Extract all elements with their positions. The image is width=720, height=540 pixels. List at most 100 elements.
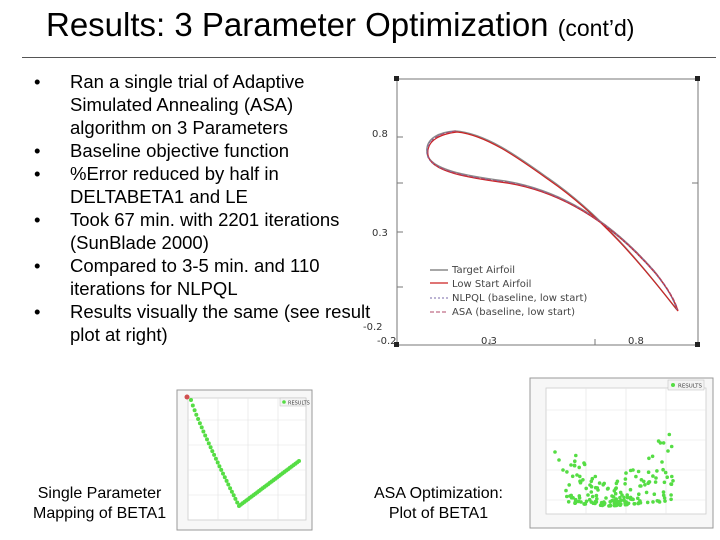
asa-point [661,467,665,472]
asa-point [566,500,571,504]
asa-point [564,488,568,493]
airfoil-legend-entry: ASA (baseline, low start) [452,307,575,318]
mapping-point [197,421,202,426]
asa-point [656,439,661,443]
airfoil-x-tick: 0.3 [481,336,497,347]
airfoil-x-tick: -0.2 [377,336,397,347]
mapping-point [226,482,231,487]
asa-point [669,482,673,486]
asa-point [579,500,583,504]
asa-point [647,456,651,461]
asa-point [651,500,655,504]
asa-point [612,499,616,503]
mapping-point [205,437,209,442]
asa-point [671,479,675,483]
asa-point [613,498,617,503]
asa-point [620,493,624,497]
asa-point [572,463,577,468]
asa-point [637,492,641,497]
asa-point [613,500,618,504]
asa-point [578,479,582,484]
asa-point [599,503,604,507]
asa-point [623,482,627,486]
asa-point [602,500,606,504]
left-caption-line: Mapping of BETA1 [33,505,167,522]
mapping-point [269,479,274,484]
asa-point [606,486,610,491]
asa-point [605,487,610,491]
asa-point [618,490,623,495]
asa-point [613,487,618,491]
mapping-point [266,482,271,487]
mapping-point [286,467,291,472]
asa-point [651,474,655,478]
airfoil-curve-nlpql [426,130,678,311]
asa-point [625,495,630,500]
bullet-item: Baseline objective function [34,139,374,162]
asa-point [652,492,657,497]
bullet-list: Ran a single trial of Adaptive Simulated… [34,70,374,346]
asa-point [573,499,578,504]
mapping-point [262,484,267,489]
asa-point [577,494,582,498]
asa-point [623,477,628,481]
asa-point [593,501,597,506]
asa-point [608,503,613,508]
beta1-mapping-legend: RESULTS [288,401,310,407]
right-caption-line: Plot of BETA1 [388,505,489,522]
mapping-point [249,494,254,499]
airfoil-curve-low-start [427,131,679,312]
asa-point [613,502,617,507]
mapping-point [190,403,195,408]
asa-point [669,482,674,487]
asa-point [657,499,661,504]
airfoil-y-tick: 0.3 [372,228,388,239]
slide-title: Results: 3 Parameter Optimization (cont’… [46,6,634,44]
asa-point [617,501,621,506]
mapping-point [213,456,218,461]
mapping-point [203,433,208,438]
asa-point [646,481,650,486]
asa-point [657,500,662,504]
asa-point [628,468,633,473]
title-divider [22,57,716,58]
asa-point [631,468,635,472]
asa-point [604,496,608,500]
asa-point [613,491,618,496]
mapping-point [273,476,278,481]
asa-point [661,441,666,445]
asa-point [598,503,603,508]
bullet-item: %Error reduced by half in DELTABETA1 and… [34,162,374,208]
mapping-point [271,478,276,483]
asa-point [636,496,640,501]
mapping-point [192,408,197,413]
asa-point [614,497,618,501]
asa-point [662,480,667,485]
mapping-point [219,467,224,472]
asa-point [655,499,660,503]
asa-point [658,441,663,445]
asa-point [587,497,592,502]
bullet-item: Compared to 3-5 min. and 110 iterations … [34,254,374,300]
asa-point [617,502,622,506]
asa-point [583,502,588,506]
mapping-point [246,497,251,502]
bullet-item: Took 67 min. with 2201 iterations (SunBl… [34,208,374,254]
asa-point [597,481,602,485]
asa-point [584,499,589,504]
asa-point [589,479,594,484]
mapping-point [284,468,289,473]
mapping-point [260,486,265,491]
asa-point [602,502,606,507]
asa-point [610,498,614,503]
asa-point [573,500,578,505]
asa-point [594,500,599,504]
asa-point [625,502,629,507]
asa-point [569,495,574,500]
asa-point [582,461,586,465]
asa-beta1-points [553,432,675,508]
slide-title-suffix: (cont’d) [557,15,635,41]
asa-point [575,473,579,477]
asa-point [588,483,592,487]
airfoil-legend: Target Airfoil Low Start Airfoil NLPQL (… [430,265,587,318]
